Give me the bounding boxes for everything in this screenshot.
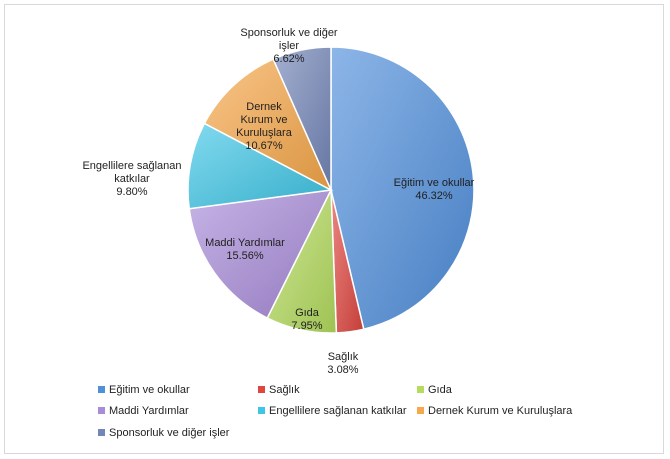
data-label-dernek-kurum-ve-kuruluslara: Dernek Kurum ve Kuruluşlara 10.67%	[236, 101, 293, 152]
legend-label: Dernek Kurum ve Kuruluşlara	[428, 405, 573, 417]
data-label-maddi-yardimlar: Maddi Yardımlar 15.56%	[205, 237, 285, 262]
legend-swatch	[98, 429, 105, 436]
pie-slice-dernek-kurum-ve-kuruluslara	[203, 58, 333, 192]
legend-label: Gıda	[428, 384, 453, 396]
data-label-sponsorluk-ve-diger-isler: Sponsorluk ve diğer işler 6.62%	[240, 27, 338, 65]
pie-slice-engellilere-saglanan-katkilar	[187, 122, 334, 210]
legend-label: Engellilere sağlanan katkılar	[269, 405, 407, 417]
data-label-engellilere-saglanan-katkilar: Engellilere sağlanan katkılar 9.80%	[82, 160, 181, 198]
legend-item-gida: Gıda	[417, 384, 453, 396]
pie-slice-sponsorluk-ve-diger-isler	[272, 46, 332, 191]
legend-item-sponsorluk-ve-diger-isler: Sponsorluk ve diğer işler	[98, 427, 230, 439]
legend-swatch	[417, 386, 424, 393]
legend-swatch	[98, 407, 105, 414]
legend-item-egitim-ve-okullar: Eğitim ve okullar	[98, 384, 190, 396]
pie-slices	[187, 46, 475, 334]
legend-item-maddi-yardimlar: Maddi Yardımlar	[98, 405, 189, 417]
legend: Eğitim ve okullar Sağlık Gıda Maddi Yardıml…	[98, 384, 573, 439]
data-label-saglik: Sağlık 3.08%	[327, 351, 358, 376]
legend-label: Sağlık	[269, 384, 300, 396]
data-labels: Eğitim ve okullar 46.32% Sağlık 3.08%Gıda 7.…	[82, 27, 474, 376]
legend-label: Sponsorluk ve diğer işler	[109, 427, 230, 439]
legend-item-engellilere-saglanan-katkilar: Engellilere sağlanan katkılar	[258, 405, 407, 417]
pie-slice-egitim-ve-okullar	[330, 46, 475, 331]
legend-label: Maddi Yardımlar	[109, 405, 189, 417]
data-label-egitim-ve-okullar: Eğitim ve okullar 46.32%	[394, 177, 475, 202]
legend-item-saglik: Sağlık	[258, 384, 300, 396]
legend-swatch	[258, 386, 265, 393]
legend-swatch	[258, 407, 265, 414]
pie-slice-maddi-yardimlar	[188, 189, 333, 320]
legend-label: Eğitim ve okullar	[109, 384, 190, 396]
legend-item-dernek-kurum-ve-kuruluslara: Dernek Kurum ve Kuruluşlara	[417, 405, 573, 417]
legend-swatch	[417, 407, 424, 414]
legend-swatch	[98, 386, 105, 393]
data-label-gida: Gıda 7.95%	[291, 307, 322, 332]
